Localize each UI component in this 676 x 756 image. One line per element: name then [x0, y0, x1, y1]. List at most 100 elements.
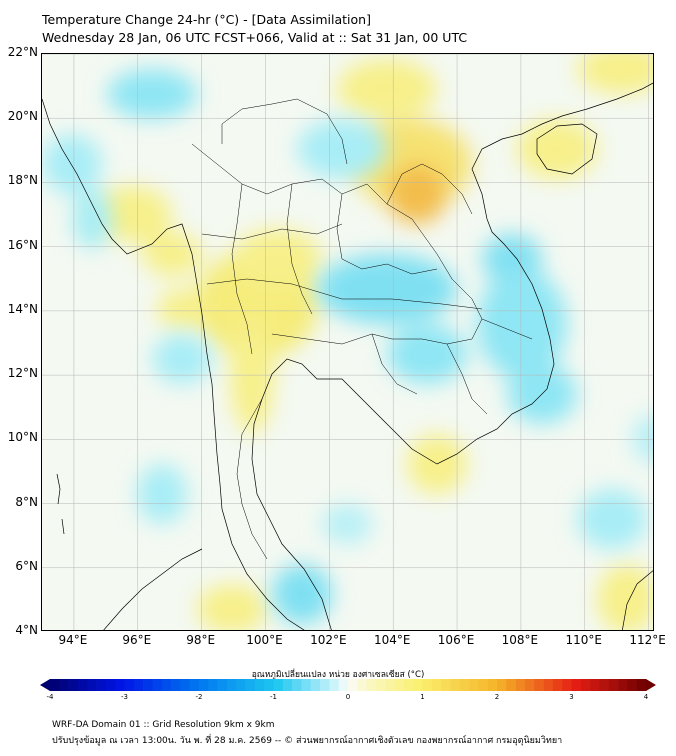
lat-label: 18°N: [7, 173, 38, 188]
province-borders: [191, 98, 533, 560]
colorbar-cell: [105, 679, 116, 691]
colorbar-title: อุณหภูมิเปลี่ยนแปลง หน่วย องศาเซลเซียส (…: [251, 670, 425, 680]
colorbar-cell: [375, 679, 386, 691]
colorbar-cell: [59, 679, 69, 691]
colorbar-tick-label: 2: [494, 693, 500, 701]
colorbar-tick-label: 1: [420, 693, 425, 701]
colorbar-cell: [264, 679, 274, 691]
colorbar-cell: [506, 679, 516, 691]
colorbar-cell: [161, 679, 172, 691]
lon-label: 104°E: [373, 633, 411, 647]
colorbar-cell: [431, 679, 442, 691]
colorbar-cell: [189, 679, 200, 691]
lat-label: 4°N: [15, 623, 38, 637]
colorbar-tick-label: -4: [46, 693, 54, 701]
colorbar-tick-label: -2: [195, 693, 203, 701]
lon-label: 106°E: [437, 633, 475, 647]
colorbar-cell: [403, 679, 414, 691]
colorbar-cell: [450, 679, 461, 691]
colorbar-cell: [413, 679, 423, 691]
map-title: Temperature Change 24-hr (°C) - [Data As…: [42, 12, 371, 27]
colorbar-cell: [245, 679, 256, 691]
colorbar-cell: [487, 679, 498, 691]
colorbar-cell: [217, 679, 228, 691]
colorbar-cell: [571, 679, 582, 691]
lon-label: 112°E: [629, 633, 666, 647]
colorbar-cell: [515, 679, 526, 691]
colorbar-cell: [627, 679, 637, 691]
colorbar-cell: [422, 679, 433, 691]
colorbar-cell: [180, 679, 190, 691]
colorbar-cell: [124, 679, 135, 691]
coastlines-borders: [42, 82, 653, 630]
colorbar-cell: [385, 679, 395, 691]
colorbar-cell: [273, 679, 284, 691]
lat-lon-gridlines: [42, 54, 653, 630]
colorbar-cell: [171, 679, 181, 691]
colorbar-cell: [310, 679, 321, 691]
lat-label: 10°N: [7, 430, 38, 445]
colorbar-cell: [618, 679, 628, 691]
colorbar-cell: [50, 679, 60, 691]
colorbar-cell: [552, 679, 563, 691]
footer-credit: ปรับปรุงข้อมูล ณ เวลา 13:00น. วัน พ. ที่…: [52, 736, 563, 746]
lon-label: 98°E: [186, 633, 216, 647]
colorbar-cell: [599, 679, 610, 691]
colorbar-cell: [320, 679, 330, 691]
colorbar: [40, 679, 656, 691]
colorbar-cell: [96, 679, 107, 691]
colorbar-cell: [478, 679, 488, 691]
colorbar-cell: [562, 679, 572, 691]
colorbar-cell: [254, 679, 265, 691]
lon-label: 96°E: [122, 633, 152, 647]
colorbar-cell: [394, 679, 405, 691]
lat-label: 20°N: [7, 109, 38, 124]
lon-label: 110°E: [565, 633, 603, 647]
colorbar-cell: [208, 679, 218, 691]
colorbar-cell: [301, 679, 312, 691]
colorbar-cell: [366, 679, 377, 691]
colorbar-cell: [68, 679, 79, 691]
lat-label: 8°N: [15, 494, 38, 509]
colorbar-tick-label: -3: [121, 693, 128, 701]
colorbar-cell: [115, 679, 125, 691]
colorbar-tick-label: -1: [270, 693, 277, 701]
lon-label: 94°E: [58, 633, 88, 647]
colorbar-cell: [543, 679, 554, 691]
colorbar-cell: [338, 679, 349, 691]
colorbar-cell: [534, 679, 544, 691]
footer-model-info: WRF-DA Domain 01 :: Grid Resolution 9km …: [52, 720, 275, 730]
lon-label: 100°E: [246, 633, 283, 647]
colorbar-tick-label: 4: [643, 693, 649, 701]
colorbar-cell: [143, 679, 153, 691]
colorbar-cell: [524, 679, 535, 691]
colorbar-cell: [282, 679, 293, 691]
lon-label: 108°E: [501, 633, 539, 647]
map-plot-area: [41, 53, 654, 631]
colorbar-cell: [357, 679, 367, 691]
lat-label: 22°N: [7, 45, 38, 59]
colorbar-max-arrow: [646, 679, 656, 691]
colorbar-cell: [133, 679, 144, 691]
lat-label: 12°N: [7, 366, 38, 381]
colorbar-cell: [441, 679, 451, 691]
colorbar-cell: [152, 679, 163, 691]
colorbar-min-arrow: [40, 679, 50, 691]
colorbar-cell: [236, 679, 246, 691]
colorbar-tick-label: 0: [345, 693, 351, 701]
colorbar-cell: [348, 679, 358, 691]
colorbar-cell: [459, 679, 470, 691]
colorbar-cell: [580, 679, 591, 691]
colorbar-cell: [87, 679, 97, 691]
colorbar-tick-label: 3: [569, 693, 574, 701]
colorbar-cell: [497, 679, 507, 691]
lat-label: 6°N: [15, 558, 38, 573]
colorbar-cell: [329, 679, 339, 691]
colorbar-cell: [77, 679, 88, 691]
colorbar-cell: [469, 679, 479, 691]
temperature-change-map: [42, 54, 653, 630]
colorbar-cell: [199, 679, 209, 691]
colorbar-cell: [590, 679, 600, 691]
colorbar-cell: [608, 679, 619, 691]
colorbar-cell: [226, 679, 237, 691]
